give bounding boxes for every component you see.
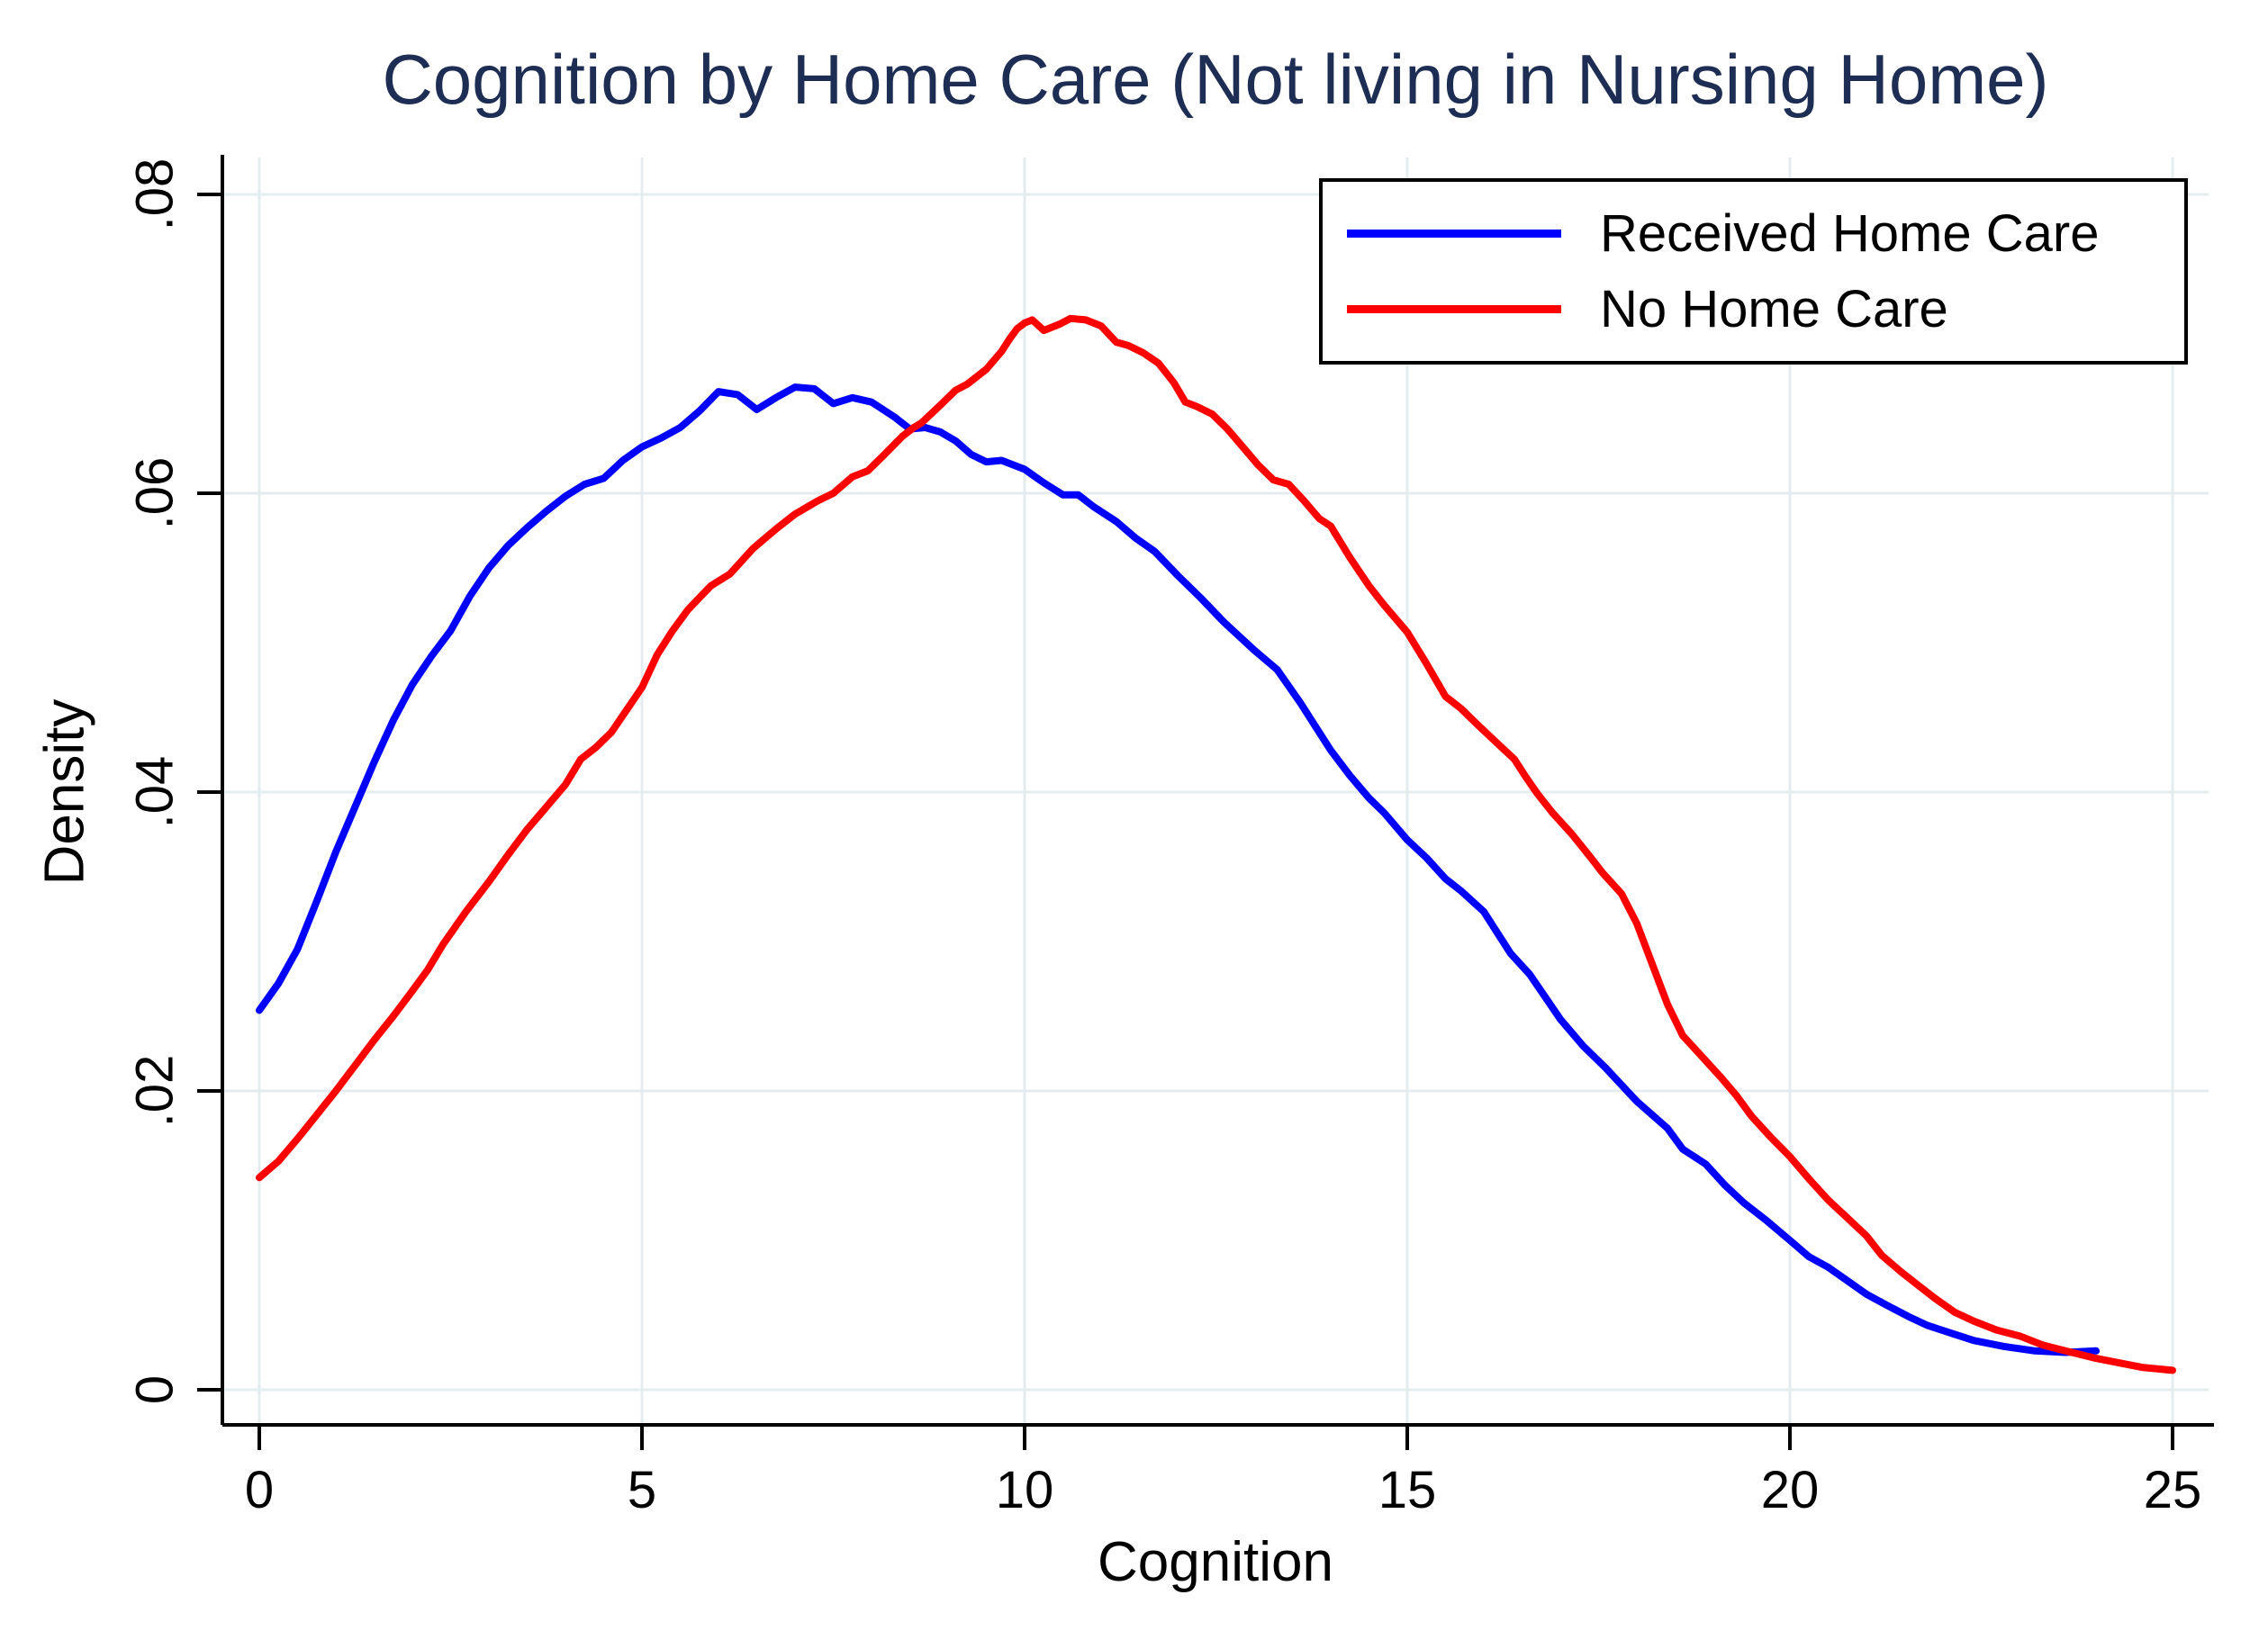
legend-entry-received-home-care: Received Home Care [1323,203,2184,263]
y-tick-label: 0 [125,1374,185,1405]
y-tick-label: .06 [125,456,185,530]
y-tick-label: .04 [125,755,185,829]
x-tick-label: 15 [1378,1461,1437,1519]
x-tick-label: 5 [627,1461,657,1519]
legend-label: Received Home Care [1600,203,2100,263]
x-tick-label: 20 [1760,1461,1820,1519]
x-tick-label: 10 [995,1461,1054,1519]
y-axis-title: Density [33,698,96,886]
chart-title: Cognition by Home Care (Not living in Nu… [382,40,2049,119]
x-tick-label: 25 [2143,1461,2202,1519]
x-tick-label: 0 [244,1461,275,1519]
legend-line-sample-blue [1347,230,1561,238]
x-axis-title: Cognition [1098,1531,1333,1593]
legend-entry-no-home-care: No Home Care [1323,279,2184,338]
series-line-received-home-care [256,383,2100,1356]
series-line-no-home-care [256,314,2176,1374]
legend-label: No Home Care [1600,279,1948,338]
y-tick-label: .02 [125,1054,185,1128]
y-tick-label: .08 [125,158,185,231]
legend-line-sample-red [1347,305,1561,313]
legend: Received Home Care No Home Care [1319,178,2188,365]
